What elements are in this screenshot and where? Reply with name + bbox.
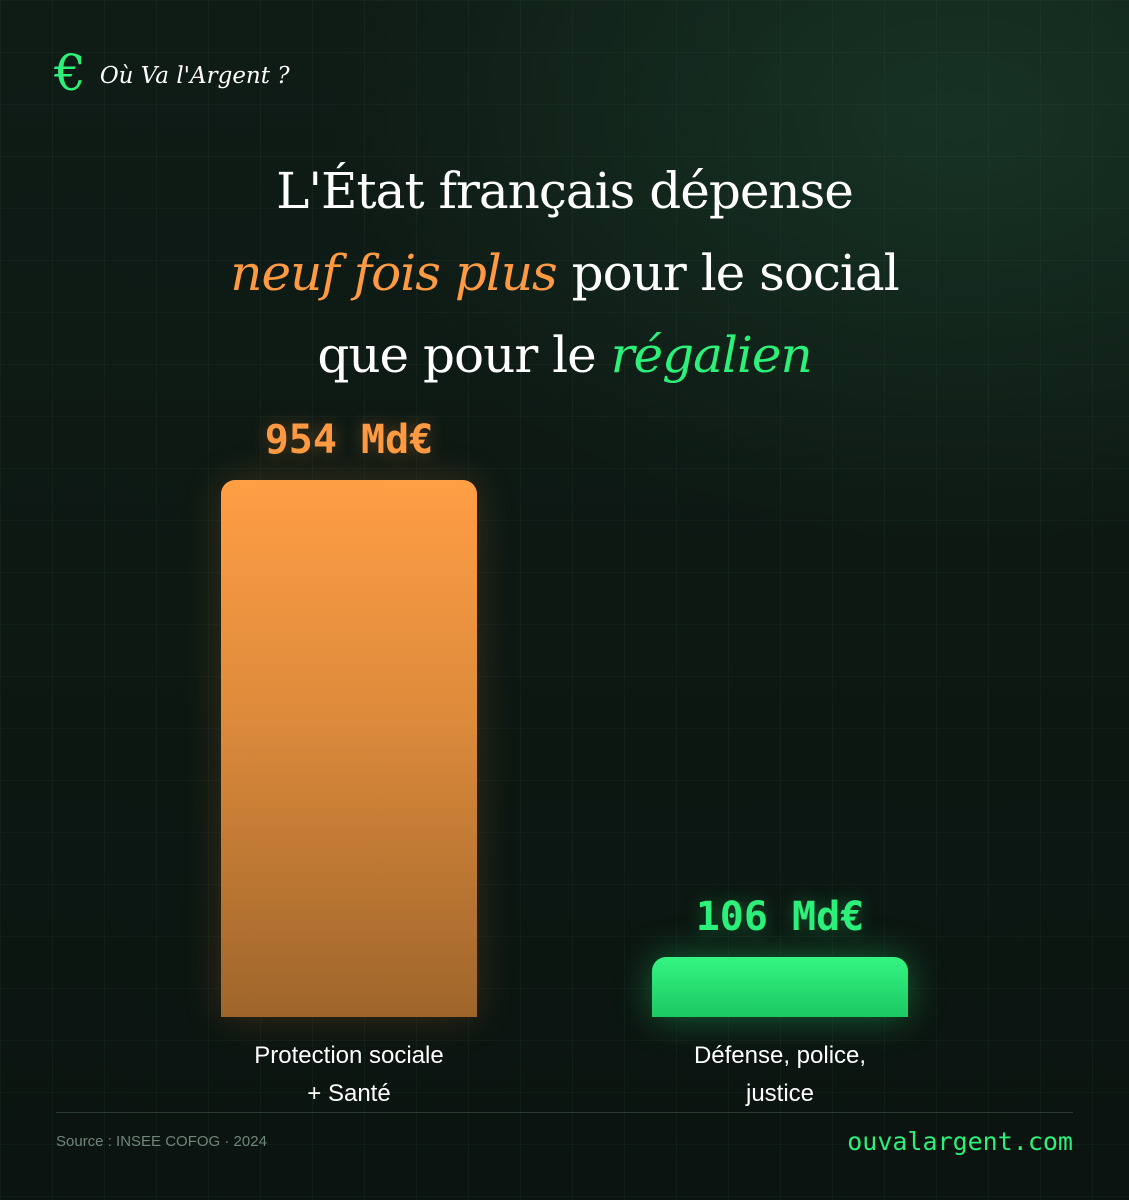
headline-line-1-text: L'État français dépense	[276, 162, 854, 220]
brand-logo: € Où Va l'Argent ?	[54, 48, 290, 98]
euro-icon: €	[54, 44, 86, 102]
value-label-social: 954 Md€	[264, 417, 434, 463]
category-label-regalien: Défense, police, justice	[620, 1037, 940, 1113]
headline-line-3-text: que pour le	[317, 326, 611, 384]
bar-social	[221, 480, 477, 1017]
category-label-social-line-1: Protection sociale	[254, 1042, 444, 1069]
footer-divider	[56, 1112, 1073, 1113]
brand-name: Où Va l'Argent ?	[99, 63, 290, 89]
source-text: Source : INSEE COFOG · 2024	[56, 1133, 267, 1150]
website-link[interactable]: ouvalargent.com	[847, 1127, 1073, 1156]
category-label-regalien-line-2: justice	[745, 1080, 815, 1107]
headline-line-1: L'État français dépense	[0, 150, 1129, 232]
category-label-regalien-line-1: Défense, police,	[693, 1042, 867, 1069]
headline-line-2: neuf fois plus pour le social	[0, 232, 1129, 314]
category-label-social-line-2: + Santé	[307, 1080, 391, 1107]
bar-regalien	[652, 957, 908, 1017]
headline-line-2-text: pour le social	[556, 244, 900, 302]
value-label-regalien: 106 Md€	[695, 894, 865, 940]
headline-highlight-social: neuf fois plus	[230, 244, 557, 302]
category-label-social: Protection sociale + Santé	[189, 1037, 509, 1113]
headline: L'État français dépense neuf fois plus p…	[0, 150, 1129, 396]
headline-highlight-regalien: régalien	[610, 326, 813, 384]
headline-line-3: que pour le régalien	[0, 314, 1129, 396]
